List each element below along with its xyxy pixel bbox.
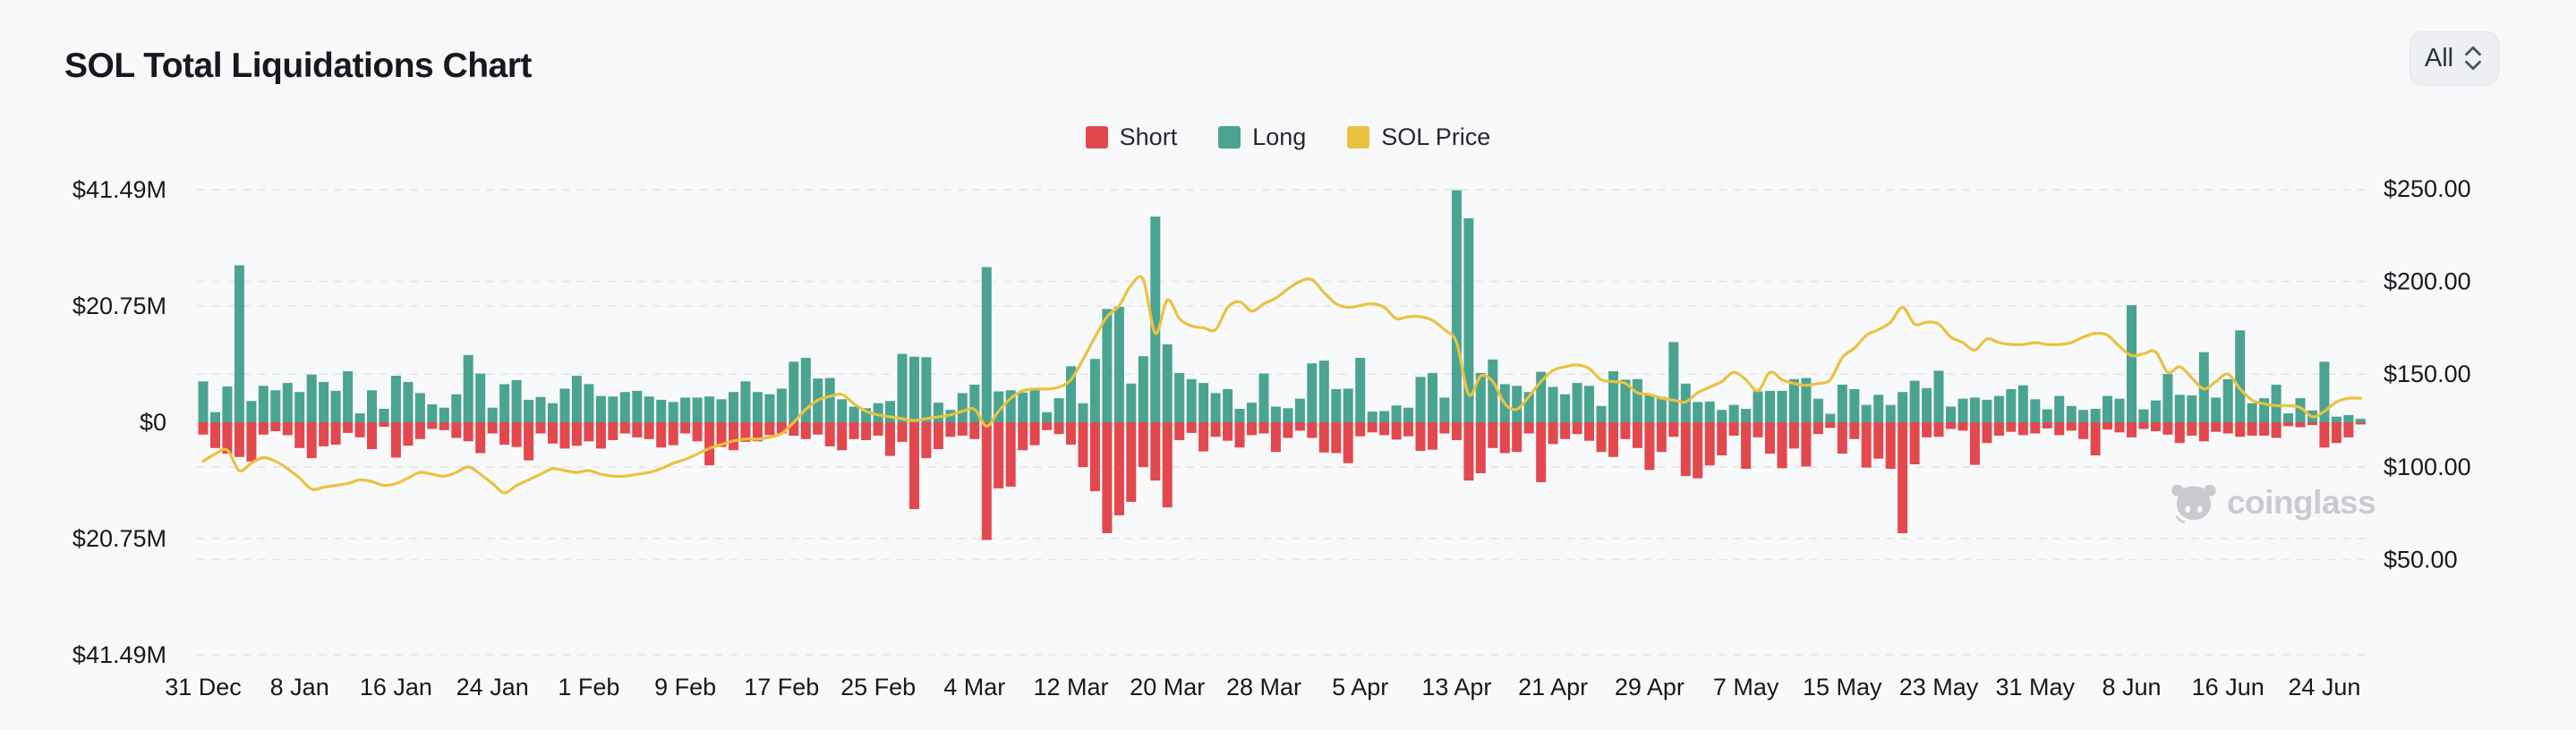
y-axis-left-label: $0 xyxy=(140,409,166,436)
x-axis-label: 7 May xyxy=(1713,674,1779,700)
legend-item-short[interactable]: Short xyxy=(1085,123,1178,151)
legend-item-sol-price[interactable]: SOL Price xyxy=(1347,123,1490,151)
x-axis-labels: 31 Dec 8 Jan 16 Jan 24 Jan 1 Feb 9 Feb 17 Feb 2… xyxy=(165,674,2360,700)
x-axis-label: 31 Dec xyxy=(165,674,242,700)
legend-item-long[interactable]: Long xyxy=(1218,123,1306,151)
x-axis-label: 16 Jun xyxy=(2192,674,2265,700)
watermark-text: coinglass xyxy=(2227,484,2376,521)
x-axis-label: 5 Apr xyxy=(1332,674,1388,700)
short-swatch-icon xyxy=(1085,126,1108,149)
x-axis-label: 16 Jan xyxy=(360,674,432,700)
range-selector-value: All xyxy=(2424,43,2454,72)
y-axis-right-label: $250.00 xyxy=(2384,175,2471,202)
x-axis-label: 12 Mar xyxy=(1033,674,1108,700)
y-axis-left-label: $41.49M xyxy=(73,641,166,668)
x-axis-label: 17 Feb xyxy=(744,674,819,700)
x-axis-label: 31 May xyxy=(1996,674,2076,700)
x-axis-label: 13 Apr xyxy=(1421,674,1491,700)
x-axis-label: 8 Jan xyxy=(270,674,329,700)
y-axis-left-label: $20.75M xyxy=(73,293,166,319)
page-title: SOL Total Liquidations Chart xyxy=(64,47,532,86)
left-axis-labels: $41.49M $20.75M $0 $20.75M $41.49M xyxy=(73,176,166,668)
x-axis-label: 29 Apr xyxy=(1615,674,1685,700)
right-axis-labels: $250.00 $200.00 $150.00 $100.00 $50.00 xyxy=(2384,175,2471,573)
x-axis-label: 24 Jun xyxy=(2288,674,2360,700)
price-line[interactable] xyxy=(201,275,2362,495)
coinglass-bull-icon xyxy=(2170,479,2218,527)
y-axis-left-label: $20.75M xyxy=(73,525,166,552)
legend-label: Long xyxy=(1252,123,1307,150)
grid-lines xyxy=(197,189,2367,656)
x-axis-label: 28 Mar xyxy=(1226,674,1301,700)
y-axis-right-label: $50.00 xyxy=(2384,547,2458,573)
x-axis-label: 1 Feb xyxy=(558,674,619,700)
legend-label: SOL Price xyxy=(1381,123,1491,150)
x-axis-label: 15 May xyxy=(1803,674,1882,700)
chevron-up-down-icon xyxy=(2462,44,2484,72)
coinglass-watermark: coinglass xyxy=(2170,479,2376,527)
y-axis-right-label: $100.00 xyxy=(2384,454,2471,480)
sol-price-swatch-icon xyxy=(1347,126,1370,149)
x-axis-label: 8 Jun xyxy=(2102,674,2161,700)
y-axis-right-label: $200.00 xyxy=(2384,268,2471,295)
y-axis-right-label: $150.00 xyxy=(2384,361,2471,387)
x-axis-label: 4 Mar xyxy=(943,674,1005,700)
y-axis-left-label: $41.49M xyxy=(73,176,166,203)
x-axis-label: 23 May xyxy=(1899,674,1979,700)
x-axis-label: 24 Jan xyxy=(456,674,529,700)
x-axis-label: 20 Mar xyxy=(1130,674,1205,700)
legend-label: Short xyxy=(1119,123,1178,150)
long-swatch-icon xyxy=(1218,126,1241,149)
x-axis-label: 9 Feb xyxy=(654,674,716,700)
short-bars[interactable] xyxy=(198,422,2366,540)
range-selector-button[interactable]: All xyxy=(2410,31,2499,85)
x-axis-label: 25 Feb xyxy=(840,674,916,700)
chart-legend: Short Long SOL Price xyxy=(0,123,2576,151)
x-axis-label: 21 Apr xyxy=(1518,674,1588,700)
